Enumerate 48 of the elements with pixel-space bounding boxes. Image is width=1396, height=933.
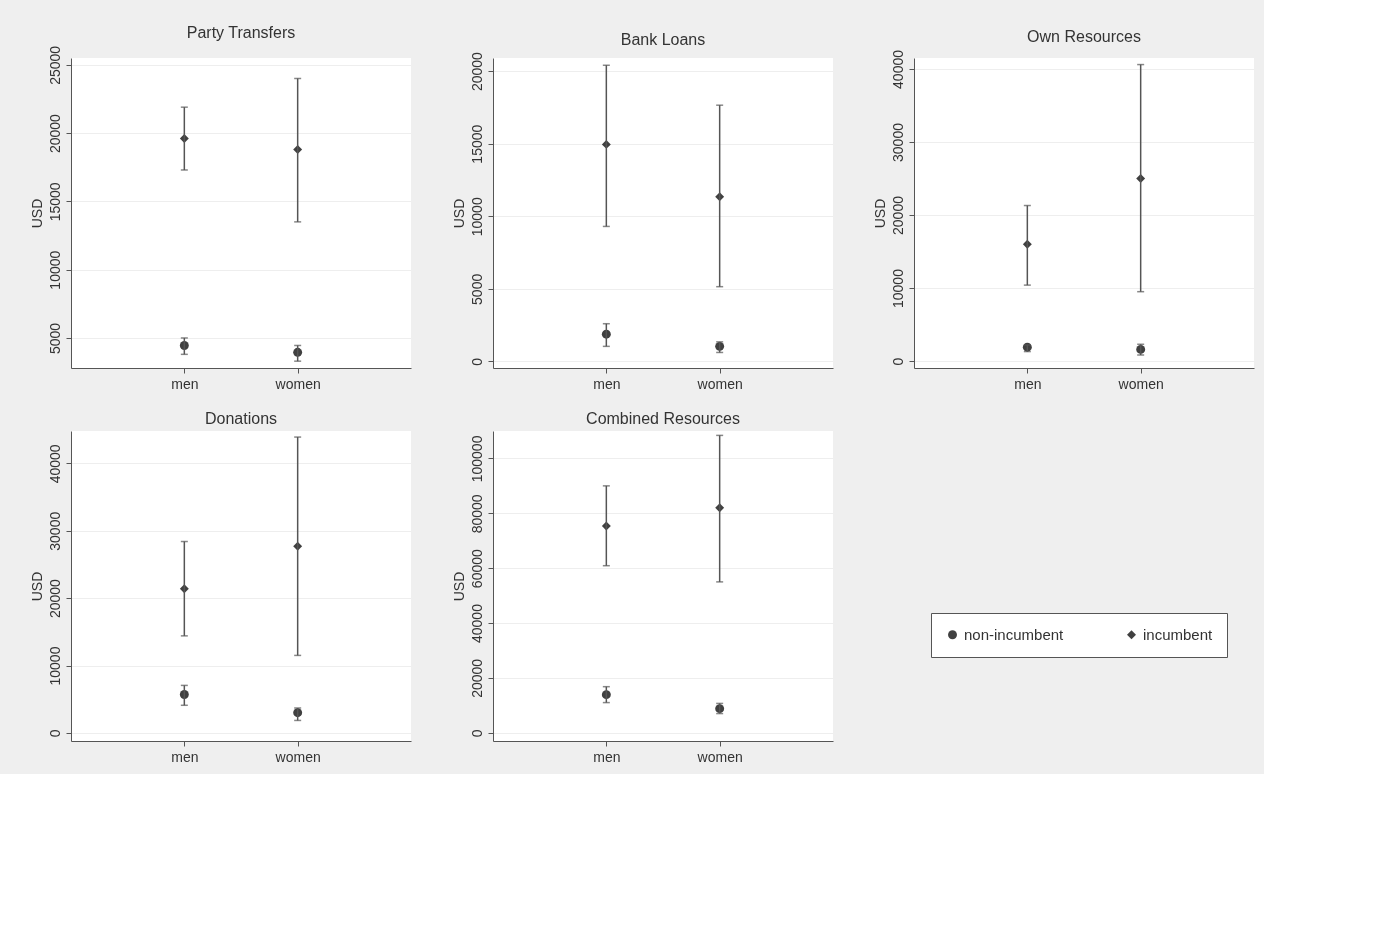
y-tick-label: 20000 (889, 195, 906, 235)
y-axis-title: USD (450, 198, 467, 229)
y-tick-label: 15000 (46, 182, 63, 222)
y-tick-label: 0 (468, 729, 485, 738)
y-tick-label: 40000 (46, 444, 63, 484)
y-tick-label: 40000 (889, 49, 906, 89)
y-axis-title: USD (28, 571, 45, 602)
x-tick-label: men (171, 375, 199, 392)
x-tick-label: men (593, 375, 621, 392)
y-axis-title: USD (871, 198, 888, 229)
x-tick-label: women (1117, 375, 1164, 392)
y-tick-label: 30000 (889, 122, 906, 162)
chart-title: Combined Resources (586, 410, 740, 427)
y-tick-label: 30000 (46, 511, 63, 551)
chart-title: Donations (204, 410, 278, 427)
chart-title: Party Transfers (186, 24, 296, 42)
y-tick-label: 5000 (468, 273, 485, 305)
legend-label: incumbent (1143, 625, 1214, 643)
x-tick-label: men (171, 748, 199, 765)
x-tick-label: men (593, 748, 621, 765)
x-tick-label: women (274, 375, 321, 392)
y-tick-label: 25000 (46, 45, 63, 85)
x-tick-label: men (1014, 375, 1042, 392)
y-tick-label: 10000 (468, 197, 485, 237)
x-tick-label: women (696, 375, 743, 392)
y-tick-label: 5000 (46, 322, 63, 355)
y-tick-label: 80000 (468, 494, 485, 534)
chart-title: Own Resources (1027, 28, 1141, 46)
y-tick-label: 20000 (468, 51, 485, 92)
y-axis-title: USD (28, 198, 45, 229)
x-tick-label: women (274, 748, 321, 765)
y-tick-label: 10000 (46, 250, 63, 290)
legend-label: non-incumbent (964, 625, 1065, 643)
chart-title: Bank Loans (620, 30, 706, 48)
y-tick-label: 0 (889, 357, 906, 366)
y-axis-title: USD (450, 571, 467, 602)
y-tick-label: 10000 (889, 268, 906, 308)
y-tick-label: 20000 (46, 113, 63, 154)
y-tick-label: 20000 (46, 578, 63, 619)
y-tick-label: 100000 (468, 435, 485, 483)
y-tick-label: 40000 (468, 603, 485, 643)
y-tick-label: 15000 (468, 124, 485, 164)
y-tick-label: 60000 (468, 548, 485, 589)
x-tick-label: women (696, 748, 743, 765)
y-tick-label: 20000 (468, 658, 485, 698)
y-tick-label: 0 (468, 357, 485, 366)
y-tick-label: 10000 (46, 646, 63, 686)
y-tick-label: 0 (46, 729, 63, 738)
